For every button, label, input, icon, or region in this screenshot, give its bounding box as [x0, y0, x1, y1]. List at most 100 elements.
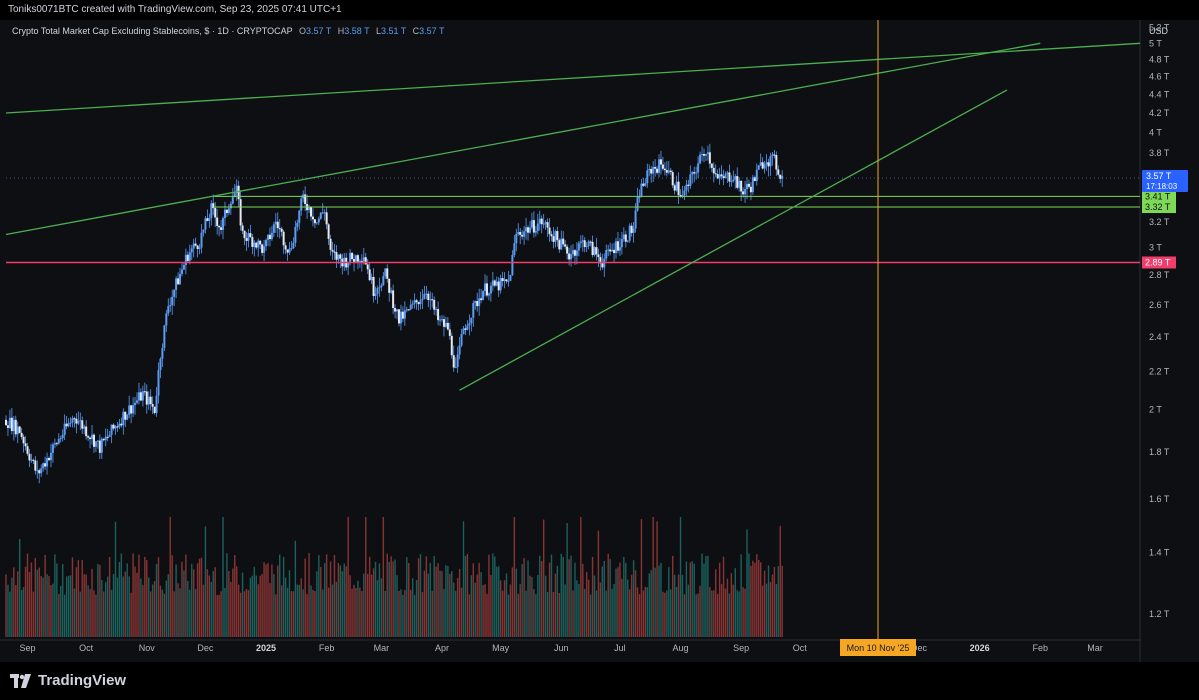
- credit-text: Toniks0071BTC created with TradingView.c…: [8, 4, 342, 15]
- candle-body: [351, 252, 354, 260]
- volume-bar: [151, 584, 154, 637]
- candle-body: [585, 246, 588, 248]
- candle-body: [507, 280, 510, 282]
- candle-body: [485, 283, 488, 296]
- candle-body: [71, 418, 74, 423]
- candle-body: [708, 152, 711, 164]
- volume-bar: [40, 576, 42, 637]
- volume-bar: [523, 558, 525, 637]
- volume-bar: [726, 578, 729, 637]
- candle-body: [265, 239, 268, 247]
- volume-bar: [288, 570, 291, 637]
- candle-body: [126, 414, 129, 420]
- candle-body: [42, 463, 45, 469]
- volume-bar: [451, 571, 453, 637]
- candle-body: [646, 170, 649, 184]
- candle-body: [487, 293, 490, 296]
- volume-bar: [365, 517, 367, 637]
- crosshair-date-tag: [840, 639, 917, 656]
- candle-body: [108, 434, 111, 438]
- volume-bar: [533, 589, 535, 637]
- candle-body: [366, 264, 369, 270]
- candle-body: [454, 367, 457, 369]
- time-tick-label: Dec: [197, 643, 214, 653]
- volume-bar: [769, 582, 772, 637]
- candle-body: [315, 222, 318, 224]
- volume-bar: [748, 553, 750, 637]
- volume-bar: [773, 566, 776, 637]
- volume-bar: [284, 577, 287, 637]
- candle-body: [716, 174, 719, 179]
- candle-body: [354, 255, 357, 262]
- candle-body: [98, 440, 101, 453]
- low-value: 3.51 T: [380, 26, 407, 36]
- volume-bar: [63, 594, 66, 637]
- volume-bar: [771, 574, 774, 637]
- candle-body: [139, 392, 142, 401]
- volume-bar: [691, 561, 693, 637]
- candle-body: [245, 238, 248, 241]
- candle-body: [179, 273, 182, 285]
- volume-bar: [593, 575, 596, 637]
- candle-body: [227, 208, 230, 214]
- volume-bar: [144, 556, 146, 637]
- plot-background: [0, 20, 1199, 662]
- candle-body: [607, 249, 610, 251]
- volume-bar: [112, 574, 115, 637]
- candle-body: [46, 458, 49, 467]
- volume-bar: [138, 554, 140, 637]
- candle-body: [757, 165, 760, 170]
- candle-body: [382, 276, 385, 286]
- candle-body: [386, 268, 389, 279]
- volume-bar: [5, 574, 7, 637]
- volume-bar: [382, 517, 385, 637]
- volume-bar: [106, 576, 109, 637]
- candle-body: [163, 325, 166, 348]
- volume-bar: [310, 585, 312, 637]
- candle-body: [196, 245, 199, 249]
- volume-bar: [656, 521, 658, 637]
- volume-bar: [384, 590, 387, 637]
- volume-bar: [71, 557, 74, 637]
- volume-bar: [300, 578, 302, 637]
- volume-bar: [433, 555, 435, 637]
- volume-bar: [50, 585, 52, 637]
- candle-body: [63, 423, 66, 435]
- candle-body: [237, 185, 240, 200]
- top-bar: Toniks0071BTC created with TradingView.c…: [0, 0, 1199, 20]
- volume-bar: [312, 589, 314, 637]
- candle-body: [401, 311, 404, 319]
- volume-bar: [761, 585, 764, 637]
- volume-bar: [490, 575, 492, 637]
- candle-body: [73, 418, 76, 420]
- candle-body: [446, 322, 449, 330]
- candle-body: [732, 179, 735, 182]
- candle-body: [570, 254, 573, 260]
- candle-body: [458, 345, 461, 355]
- volume-bar: [230, 581, 232, 637]
- volume-bar: [566, 523, 568, 637]
- crosshair-date-label: Mon 10 Nov '25: [847, 643, 910, 653]
- candle-body: [210, 203, 213, 218]
- volume-bar: [435, 566, 437, 637]
- volume-bar: [587, 579, 590, 637]
- volume-bar: [339, 565, 342, 637]
- candle-body: [572, 250, 574, 255]
- volume-bar: [124, 571, 126, 637]
- candle-body: [505, 279, 508, 282]
- candle-body: [456, 354, 459, 368]
- volume-bar: [247, 590, 250, 637]
- volume-bar: [392, 561, 394, 637]
- candle-body: [143, 391, 146, 393]
- candle-body: [597, 254, 600, 258]
- volume-bar: [408, 562, 410, 637]
- candle-body: [562, 238, 565, 245]
- high-label: H: [337, 26, 345, 36]
- candle-body: [480, 298, 483, 301]
- volume-bar: [298, 584, 300, 637]
- candle-body: [421, 298, 424, 301]
- candle-body: [118, 423, 121, 427]
- volume-bar: [494, 556, 496, 637]
